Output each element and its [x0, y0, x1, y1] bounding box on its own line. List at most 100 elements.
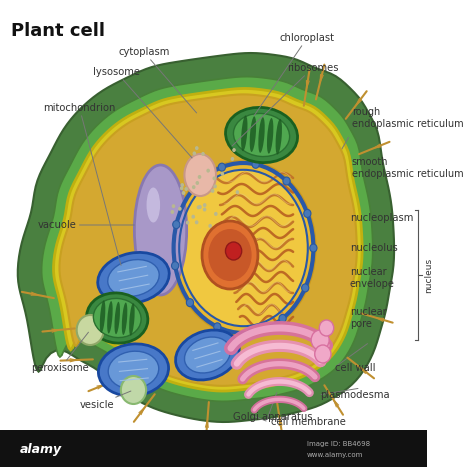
Ellipse shape — [87, 293, 148, 343]
Ellipse shape — [134, 165, 187, 295]
Ellipse shape — [121, 376, 146, 404]
Text: nuclear
pore: nuclear pore — [350, 307, 386, 329]
Ellipse shape — [100, 300, 105, 333]
Ellipse shape — [212, 177, 216, 180]
Bar — [0, 430, 428, 467]
Ellipse shape — [122, 303, 128, 335]
Ellipse shape — [214, 212, 218, 216]
Ellipse shape — [231, 157, 234, 161]
Ellipse shape — [247, 328, 255, 337]
Ellipse shape — [172, 262, 179, 269]
Text: ribosomes: ribosomes — [232, 63, 338, 146]
Ellipse shape — [310, 244, 317, 252]
Text: chloroplast: chloroplast — [254, 33, 335, 116]
Ellipse shape — [171, 210, 174, 214]
Text: alamy: alamy — [20, 443, 62, 455]
Ellipse shape — [226, 242, 242, 260]
Ellipse shape — [214, 323, 221, 331]
Ellipse shape — [115, 302, 120, 334]
Ellipse shape — [181, 183, 184, 187]
Ellipse shape — [250, 116, 256, 152]
Text: mitochondrion: mitochondrion — [43, 103, 121, 265]
Ellipse shape — [234, 113, 290, 156]
Ellipse shape — [198, 205, 202, 209]
Ellipse shape — [209, 229, 252, 281]
Ellipse shape — [226, 107, 298, 163]
Ellipse shape — [283, 177, 290, 185]
Ellipse shape — [220, 172, 224, 176]
Text: Golgi apparatus: Golgi apparatus — [233, 412, 312, 422]
Ellipse shape — [279, 314, 286, 323]
Text: nucleoplasm: nucleoplasm — [350, 213, 413, 223]
Text: plasmodesma: plasmodesma — [320, 390, 390, 400]
Ellipse shape — [203, 207, 206, 212]
Ellipse shape — [202, 221, 258, 289]
Text: rough
endoplasmic reticulum: rough endoplasmic reticulum — [352, 107, 464, 129]
Ellipse shape — [258, 117, 265, 153]
Ellipse shape — [182, 191, 185, 195]
Ellipse shape — [98, 253, 169, 304]
Ellipse shape — [190, 185, 197, 193]
Ellipse shape — [201, 152, 205, 156]
Ellipse shape — [129, 303, 135, 336]
Ellipse shape — [186, 220, 190, 225]
Ellipse shape — [219, 163, 226, 171]
Text: nuclear
envelope: nuclear envelope — [350, 267, 395, 289]
Text: Image ID: BB4698: Image ID: BB4698 — [307, 441, 370, 447]
Polygon shape — [18, 53, 394, 422]
Ellipse shape — [195, 181, 199, 185]
Text: www.alamy.com: www.alamy.com — [307, 452, 363, 458]
Text: Plant cell: Plant cell — [11, 22, 105, 40]
Ellipse shape — [252, 160, 259, 168]
Ellipse shape — [180, 186, 183, 190]
Ellipse shape — [178, 207, 182, 211]
Ellipse shape — [209, 224, 212, 228]
Polygon shape — [60, 94, 357, 386]
Ellipse shape — [203, 203, 207, 207]
Polygon shape — [42, 77, 373, 401]
Ellipse shape — [108, 260, 159, 297]
Ellipse shape — [179, 170, 308, 326]
Ellipse shape — [301, 284, 309, 292]
Text: nucleus: nucleus — [424, 257, 433, 292]
Text: vacuole: vacuole — [38, 220, 134, 230]
Ellipse shape — [197, 205, 201, 209]
Ellipse shape — [192, 151, 196, 156]
Text: cell wall: cell wall — [336, 363, 376, 373]
Ellipse shape — [198, 175, 201, 179]
Ellipse shape — [107, 301, 113, 333]
Ellipse shape — [184, 337, 230, 373]
Ellipse shape — [195, 220, 199, 224]
Ellipse shape — [267, 118, 273, 154]
Ellipse shape — [206, 169, 210, 173]
Ellipse shape — [275, 119, 282, 155]
Ellipse shape — [192, 185, 195, 189]
Ellipse shape — [186, 298, 193, 307]
Text: cell membrane: cell membrane — [271, 417, 346, 427]
Ellipse shape — [241, 115, 247, 151]
Ellipse shape — [175, 330, 239, 380]
Ellipse shape — [211, 189, 214, 193]
Ellipse shape — [191, 215, 195, 219]
Ellipse shape — [93, 298, 141, 338]
Ellipse shape — [77, 315, 104, 345]
Text: smooth
endoplasmic reticulum: smooth endoplasmic reticulum — [352, 157, 464, 179]
Ellipse shape — [108, 351, 159, 389]
Ellipse shape — [184, 187, 188, 191]
Ellipse shape — [184, 154, 216, 196]
Ellipse shape — [311, 330, 329, 350]
Ellipse shape — [319, 320, 334, 336]
Text: vesicle: vesicle — [79, 391, 131, 410]
Ellipse shape — [99, 344, 169, 396]
Ellipse shape — [304, 209, 311, 218]
Text: cytoplasm: cytoplasm — [118, 47, 197, 113]
Ellipse shape — [195, 146, 199, 150]
Ellipse shape — [232, 148, 236, 152]
Ellipse shape — [315, 345, 331, 363]
Ellipse shape — [172, 161, 315, 335]
Ellipse shape — [146, 187, 160, 222]
Text: lysosome: lysosome — [93, 67, 192, 158]
Ellipse shape — [213, 184, 217, 188]
Ellipse shape — [172, 204, 175, 208]
Ellipse shape — [173, 220, 180, 228]
